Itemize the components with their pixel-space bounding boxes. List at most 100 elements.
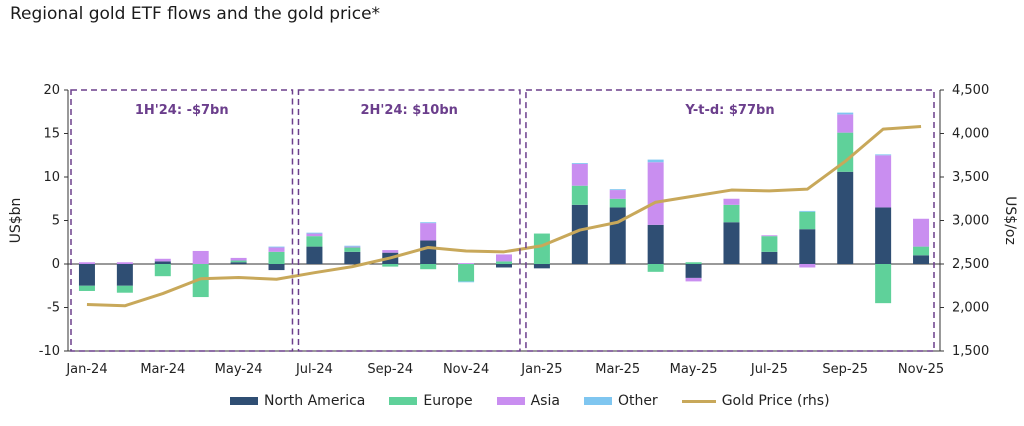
- y2-tick-label: 3,000: [952, 214, 989, 229]
- period-box: [70, 89, 294, 352]
- bar-europe: [913, 246, 930, 256]
- bar-asia: [154, 258, 171, 262]
- bar-europe: [154, 264, 171, 277]
- bar-europe: [761, 236, 778, 252]
- bar-asia: [723, 198, 740, 205]
- x-tick-label: May-25: [670, 362, 718, 377]
- bar-other: [420, 222, 437, 224]
- bar-asia: [913, 218, 930, 247]
- y-tick-label: 10: [43, 170, 60, 185]
- bar-asia: [344, 246, 361, 248]
- bar-europe: [799, 211, 816, 230]
- bar-north-america: [496, 264, 512, 268]
- y-axis-label: US$bn: [8, 198, 24, 244]
- bar-north-america: [420, 240, 437, 264]
- period-box: [525, 89, 935, 352]
- bar-north-america: [154, 261, 171, 264]
- y-tick-label: -10: [39, 344, 60, 359]
- x-tick-label: Mar-25: [595, 362, 640, 377]
- bar-north-america: [647, 224, 664, 264]
- x-tick-label: Mar-24: [140, 362, 185, 377]
- period-box-label: 2H'24: $10bn: [361, 103, 458, 118]
- bar-europe: [837, 132, 854, 172]
- bar-europe: [647, 264, 664, 272]
- legend-item-europe: Europe: [389, 393, 473, 409]
- chart-title: Regional gold ETF flows and the gold pri…: [10, 4, 381, 24]
- bar-north-america: [723, 222, 740, 264]
- legend-label-other: Other: [617, 393, 658, 409]
- bar-asia: [609, 190, 626, 199]
- bar-north-america: [761, 251, 778, 264]
- bar-europe: [230, 260, 247, 263]
- bar-asia: [116, 262, 133, 264]
- bar-other: [647, 159, 664, 163]
- y2-tick-label: 1,500: [952, 344, 989, 359]
- bar-europe: [533, 233, 550, 264]
- legend-item-asia: Asia: [496, 393, 560, 409]
- bar-asia: [306, 233, 323, 237]
- legend-swatch-europe: [389, 397, 418, 405]
- bar-other: [306, 232, 323, 234]
- period-box: [297, 89, 521, 352]
- y-tick-label: 5: [52, 214, 60, 229]
- bar-europe: [875, 264, 892, 304]
- gold-price-line: [86, 125, 922, 308]
- x-tick-label: Jul-25: [750, 362, 788, 377]
- bar-europe: [723, 204, 740, 223]
- y2-tick-label: 2,000: [952, 301, 989, 316]
- bar-north-america: [913, 255, 930, 264]
- y-tick-label: 15: [43, 127, 60, 142]
- y2-axis-label: US$/oz: [1002, 196, 1018, 245]
- bar-asia: [382, 250, 399, 253]
- bar-europe: [268, 251, 285, 264]
- bar-europe: [420, 264, 437, 270]
- bar-other: [268, 246, 285, 248]
- x-tick-label: Nov-25: [898, 362, 944, 377]
- legend-item-gold-price: Gold Price (rhs): [681, 393, 830, 409]
- bar-other: [571, 163, 588, 164]
- bar-asia: [458, 263, 475, 264]
- period-box-label: Y-t-d: $77bn: [684, 103, 774, 118]
- x-tick-label: Sep-24: [367, 362, 413, 377]
- bar-other: [837, 112, 854, 115]
- legend-label-europe: Europe: [423, 393, 473, 409]
- bar-asia: [837, 114, 854, 133]
- x-tick-label: Jan-25: [520, 362, 562, 377]
- bar-north-america: [344, 251, 361, 264]
- bar-asia: [268, 247, 285, 252]
- bar-asia: [685, 277, 702, 282]
- bar-europe: [192, 264, 209, 298]
- y2-tick-label: 4,000: [952, 127, 989, 142]
- legend-swatch-asia: [496, 397, 525, 405]
- chart-legend: North America Europe Asia Other Gold Pri…: [230, 393, 854, 409]
- bar-asia: [230, 257, 247, 261]
- bar-north-america: [837, 171, 854, 264]
- bar-north-america: [306, 246, 323, 264]
- bar-asia: [192, 250, 209, 264]
- bar-europe: [609, 198, 626, 208]
- legend-item-north-america: North America: [230, 393, 365, 409]
- bar-north-america: [116, 264, 133, 286]
- x-tick-label: Sep-25: [822, 362, 868, 377]
- bar-asia: [799, 264, 816, 268]
- legend-label-gold-price: Gold Price (rhs): [721, 393, 830, 409]
- legend-label-north-america: North America: [264, 393, 366, 409]
- bar-europe: [306, 236, 323, 247]
- legend-label-asia: Asia: [530, 393, 560, 409]
- y2-tick-label: 2,500: [952, 257, 989, 272]
- bar-asia: [761, 235, 778, 237]
- period-box-label: 1H'24: -$7bn: [135, 103, 229, 118]
- bar-europe: [382, 264, 399, 267]
- bar-asia: [420, 223, 437, 241]
- x-tick-label: Jan-24: [65, 362, 107, 377]
- bar-north-america: [230, 262, 247, 264]
- bar-europe: [571, 185, 588, 205]
- legend-item-other: Other: [583, 393, 658, 409]
- bar-other: [458, 281, 475, 283]
- bar-north-america: [685, 264, 702, 278]
- y-tick-label: 20: [43, 83, 60, 98]
- bar-north-america: [571, 204, 588, 264]
- bar-asia: [875, 155, 892, 208]
- bar-other: [875, 154, 892, 156]
